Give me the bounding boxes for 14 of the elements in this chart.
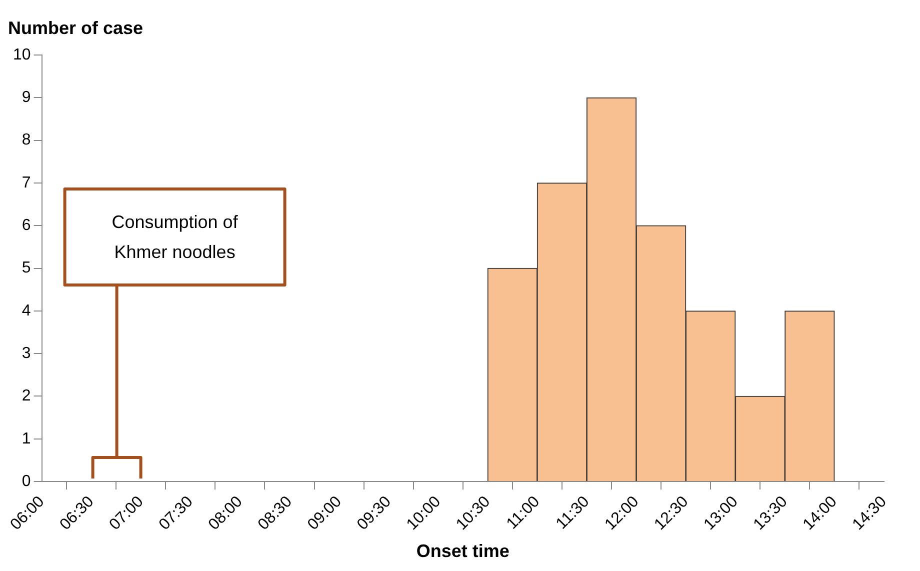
y-tick-label: 8 (22, 132, 31, 149)
x-axis-title: Onset time (416, 541, 510, 562)
y-tick-label: 7 (22, 174, 31, 192)
y-tick-label: 9 (22, 89, 31, 106)
y-tick-label: 1 (22, 430, 31, 448)
y-tick-label: 10 (13, 46, 31, 64)
y-axis-title: Number of case (8, 18, 144, 39)
y-tick-label: 2 (22, 388, 31, 405)
y-tick-label: 5 (22, 260, 31, 277)
y-tick-label: 6 (22, 217, 31, 234)
y-tick-label: 3 (22, 344, 31, 362)
annotation: Consumption of Khmer noodles (110, 211, 239, 264)
y-tick-label: 0 (22, 472, 31, 490)
y-tick-label: 4 (22, 302, 31, 320)
